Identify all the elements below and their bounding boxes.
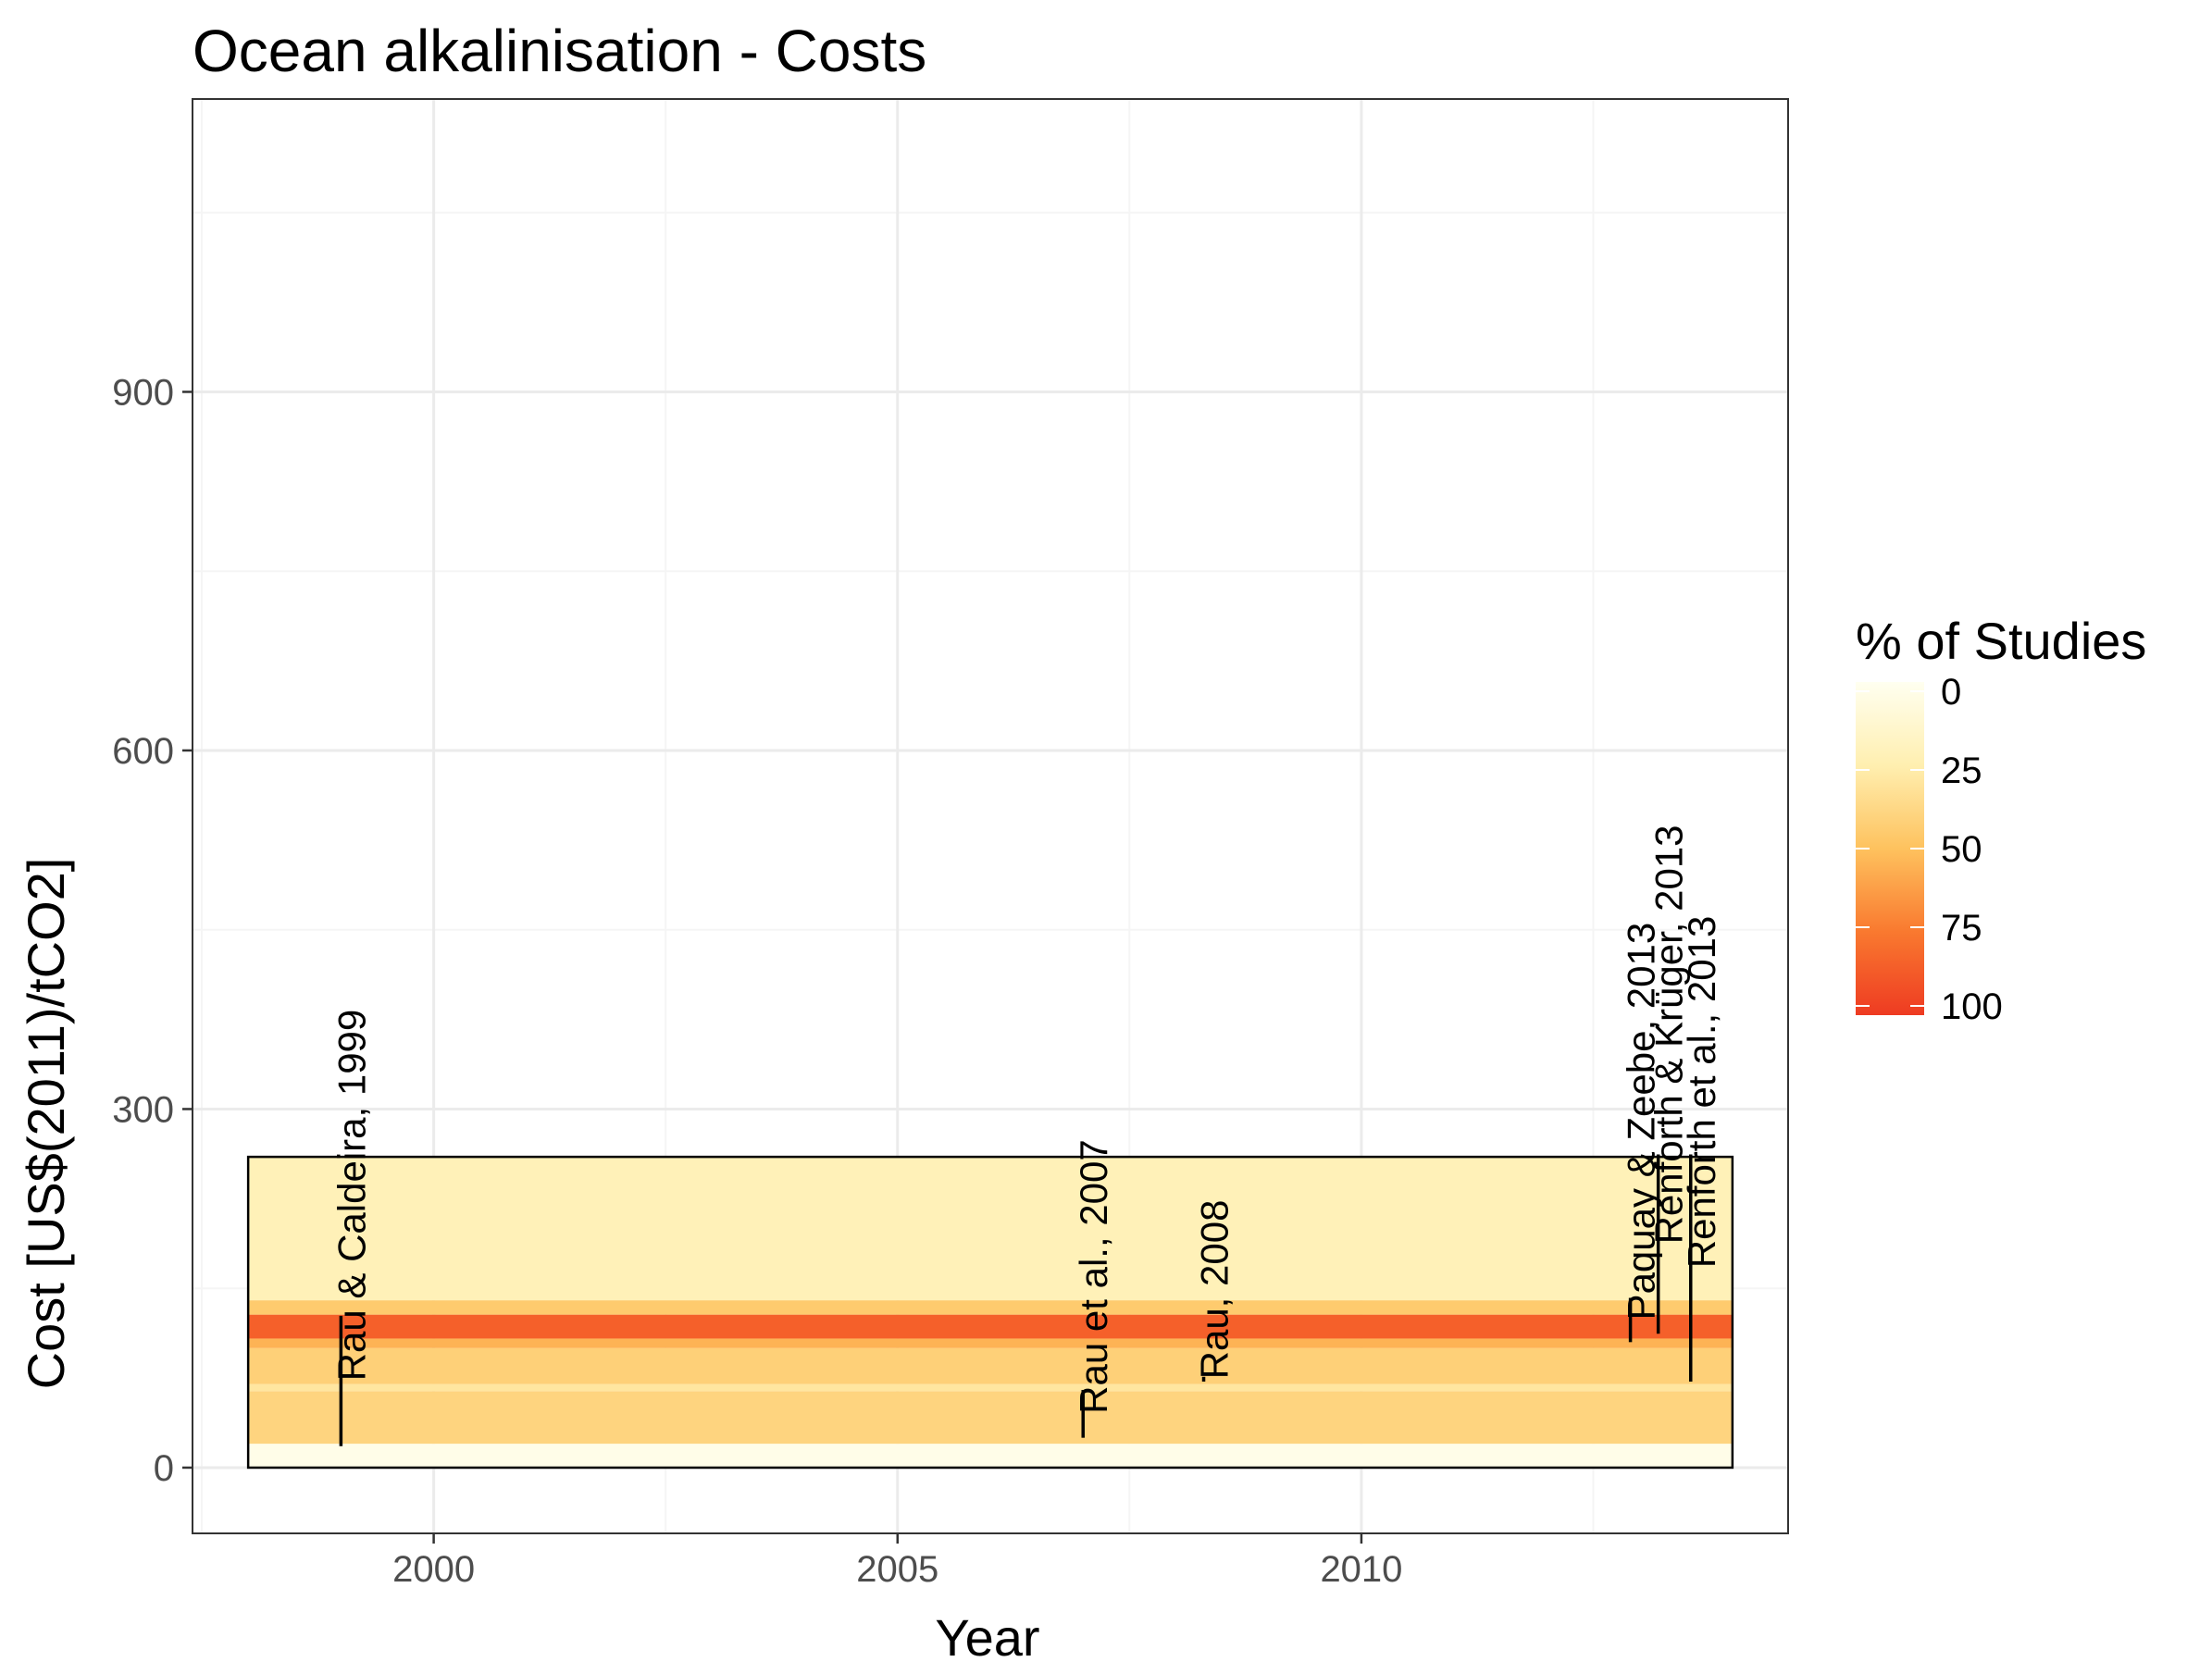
y-tick-label: 0 xyxy=(154,1448,174,1489)
cost-band xyxy=(248,1338,1733,1348)
cost-band xyxy=(248,1347,1733,1384)
study-label: Renforth & Krüger, 2013 xyxy=(1647,825,1691,1244)
band-outline xyxy=(246,1155,1734,1470)
cost-band xyxy=(248,1391,1733,1445)
study-label: Paquay & Zeebe, 2013 xyxy=(1620,923,1663,1321)
legend-title: % of Studies xyxy=(1856,612,2146,670)
x-axis: 2000 2005 2010 xyxy=(392,1533,1402,1590)
cost-band xyxy=(248,1314,1733,1339)
legend: % of Studies 0 25 50 75 100 xyxy=(1856,612,2146,1027)
x-axis-title: Year xyxy=(935,1608,1039,1662)
cost-band xyxy=(248,1157,1733,1301)
x-tick-label: 2005 xyxy=(856,1549,938,1590)
cost-band xyxy=(248,1300,1733,1315)
study-ranges xyxy=(339,1154,1693,1446)
legend-tick-label: 75 xyxy=(1941,908,1982,949)
legend-tick-label: 50 xyxy=(1941,829,1982,870)
cost-band xyxy=(248,1383,1733,1392)
cost-bands xyxy=(248,1157,1733,1468)
y-tick-label: 900 xyxy=(112,372,174,413)
y-tick-label: 600 xyxy=(112,731,174,772)
study-label: Rau, 2008 xyxy=(1193,1200,1236,1380)
y-axis-title: Cost [US$(2011)/tCO2] xyxy=(17,858,75,1390)
y-tick-label: 300 xyxy=(112,1089,174,1130)
legend-tick-label: 25 xyxy=(1941,750,1982,791)
legend-tick-label: 100 xyxy=(1941,986,2003,1027)
study-label: Renforth et al., 2013 xyxy=(1680,916,1723,1269)
legend-ticks: 0 25 50 75 100 xyxy=(1856,672,2003,1027)
legend-tick-label: 0 xyxy=(1941,672,1961,713)
study-labels: Rau & Caldeira, 1999 Rau et al., 2007 Rau,… xyxy=(329,825,1722,1413)
panel-border xyxy=(192,98,1789,1534)
study-label: Rau & Caldeira, 1999 xyxy=(329,1010,373,1382)
chart-title: Ocean alkalinisation - Costs xyxy=(193,18,926,84)
x-tick-label: 2000 xyxy=(392,1549,475,1590)
study-label: Rau et al., 2007 xyxy=(1072,1139,1115,1414)
y-axis: 0 300 600 900 xyxy=(112,372,193,1489)
x-tick-label: 2010 xyxy=(1320,1549,1402,1590)
plot-panel: Rau & Caldeira, 1999 Rau et al., 2007 Rau,… xyxy=(192,98,1789,1534)
cost-band xyxy=(248,1444,1733,1468)
